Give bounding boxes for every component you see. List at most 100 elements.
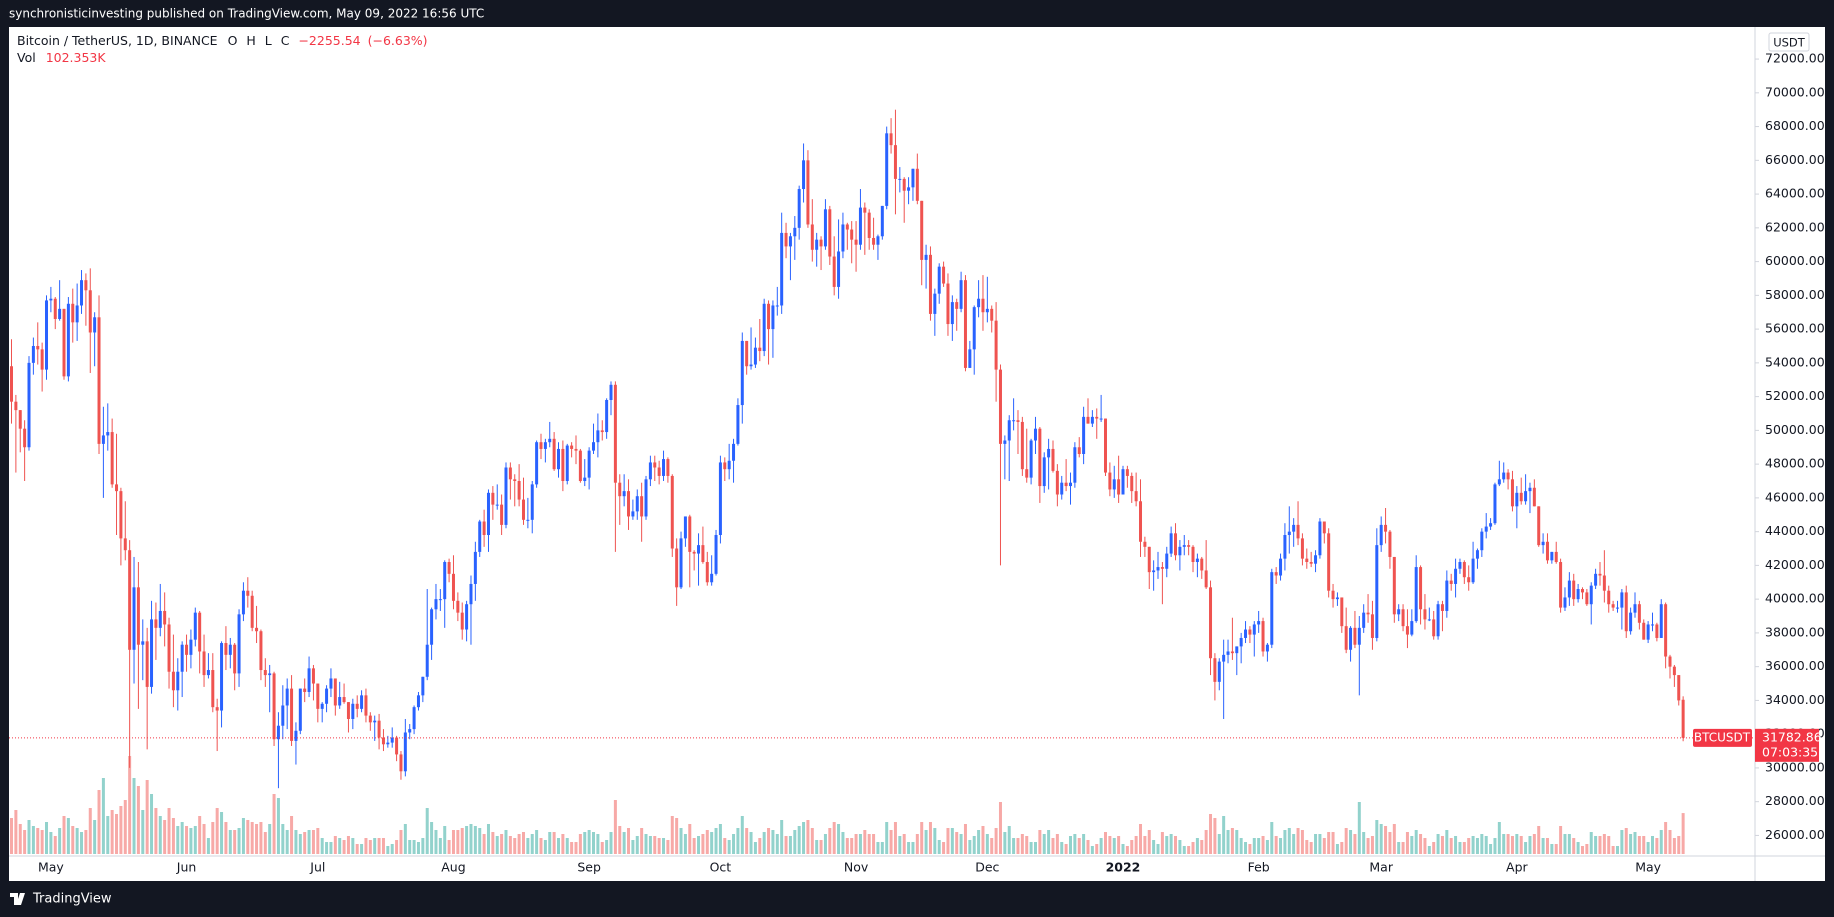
volume-bar — [1585, 844, 1589, 854]
volume-bar — [1279, 838, 1283, 854]
volume-bar — [1147, 830, 1151, 854]
volume-bar — [1677, 836, 1681, 854]
y-tick-label: 56000.00 — [1765, 321, 1825, 336]
volume-bar — [618, 826, 622, 854]
candle-body — [255, 627, 259, 632]
volume-bar — [1440, 836, 1444, 854]
volume-bar — [1349, 830, 1353, 854]
candle-body — [1130, 475, 1134, 492]
candle-body — [23, 428, 27, 448]
candle-body — [1086, 416, 1090, 424]
volume-bar — [416, 842, 420, 854]
candle-body — [727, 460, 731, 470]
volume-bar — [395, 840, 399, 854]
volume-bar — [1401, 842, 1405, 854]
candle-body — [530, 484, 534, 520]
candle-body — [1064, 482, 1068, 487]
candle-body — [1559, 562, 1563, 608]
volume-bar — [517, 834, 521, 854]
volume-bar — [14, 810, 18, 854]
volume-bar — [648, 836, 652, 854]
x-tick-label: Mar — [1369, 860, 1393, 875]
candle-body — [837, 251, 841, 287]
volume-bar — [171, 818, 175, 854]
volume-bar — [697, 836, 701, 854]
volume-bar — [570, 842, 574, 854]
volume-bar — [889, 830, 893, 854]
candle-body — [1235, 646, 1239, 654]
volume-bar — [71, 826, 75, 854]
candle-body — [10, 366, 13, 402]
candle-body — [14, 401, 18, 411]
volume-bar — [740, 816, 744, 854]
candle-body — [49, 298, 53, 301]
volume-bar — [539, 838, 543, 854]
candle-body — [1436, 604, 1440, 637]
candle-body — [1322, 521, 1326, 534]
volume-bar — [1510, 836, 1514, 854]
candle-body — [1279, 558, 1283, 576]
candle-body — [1405, 626, 1409, 635]
volume-bar — [1068, 836, 1072, 854]
countdown-label: 07:03:35 — [1762, 744, 1818, 759]
candle-body — [1580, 589, 1584, 593]
candle-body — [1239, 637, 1243, 647]
candle-body — [780, 232, 784, 306]
candle-body — [399, 754, 403, 772]
volume-bar — [1230, 828, 1234, 854]
y-tick-label: 40000.00 — [1765, 591, 1825, 606]
high-letter: H — [246, 33, 255, 48]
volume-bar — [1121, 844, 1125, 854]
candle-body — [1134, 491, 1138, 502]
volume-bar — [810, 828, 814, 854]
candle-body — [202, 651, 206, 676]
volume-bar — [574, 842, 578, 854]
volume-bar — [1174, 836, 1178, 854]
candle-body — [303, 688, 307, 692]
candle-body — [1349, 627, 1353, 650]
volume-bar — [500, 834, 504, 854]
volume-bar — [36, 828, 40, 854]
candle-body — [443, 562, 447, 600]
volume-bar — [478, 828, 482, 854]
candle-body — [854, 239, 858, 245]
x-tick-label: 2022 — [1106, 860, 1141, 875]
volume-bar — [583, 832, 587, 854]
candle-body — [1515, 492, 1519, 507]
x-tick-label: Apr — [1506, 860, 1528, 875]
candle-body — [1020, 421, 1024, 470]
candle-body — [36, 345, 40, 350]
candle-body — [784, 232, 788, 247]
candle-body — [1217, 661, 1221, 682]
volume-bar — [802, 822, 806, 854]
candle-body — [329, 678, 333, 689]
candle-body — [1042, 457, 1046, 487]
candle-body — [1038, 428, 1042, 487]
currency-box[interactable] — [1768, 32, 1810, 52]
candle-body — [1012, 420, 1016, 422]
volume-bar — [1016, 838, 1020, 854]
volume-bar — [666, 840, 670, 854]
volume-bar — [1633, 832, 1637, 854]
candle-body — [390, 737, 394, 743]
candle-body — [994, 320, 998, 370]
volume-bar — [596, 834, 600, 854]
candle-body — [924, 254, 928, 260]
volume-bar — [1471, 836, 1475, 854]
candle-body — [215, 707, 219, 711]
candle-body — [307, 668, 311, 692]
volume-bar — [246, 820, 250, 854]
volume-bar — [622, 832, 626, 854]
volume-bar — [1624, 828, 1628, 854]
candle-body — [1550, 551, 1554, 561]
candle-body — [1471, 558, 1475, 583]
volume-bar — [823, 834, 827, 854]
candle-body — [325, 688, 329, 704]
volume-bar — [1344, 828, 1348, 854]
volume-bar — [1576, 842, 1580, 854]
volume-bar — [1594, 836, 1598, 854]
volume-bar — [662, 838, 666, 854]
candle-body — [920, 200, 924, 260]
candle-body — [683, 516, 687, 539]
candle-body — [1156, 567, 1160, 571]
